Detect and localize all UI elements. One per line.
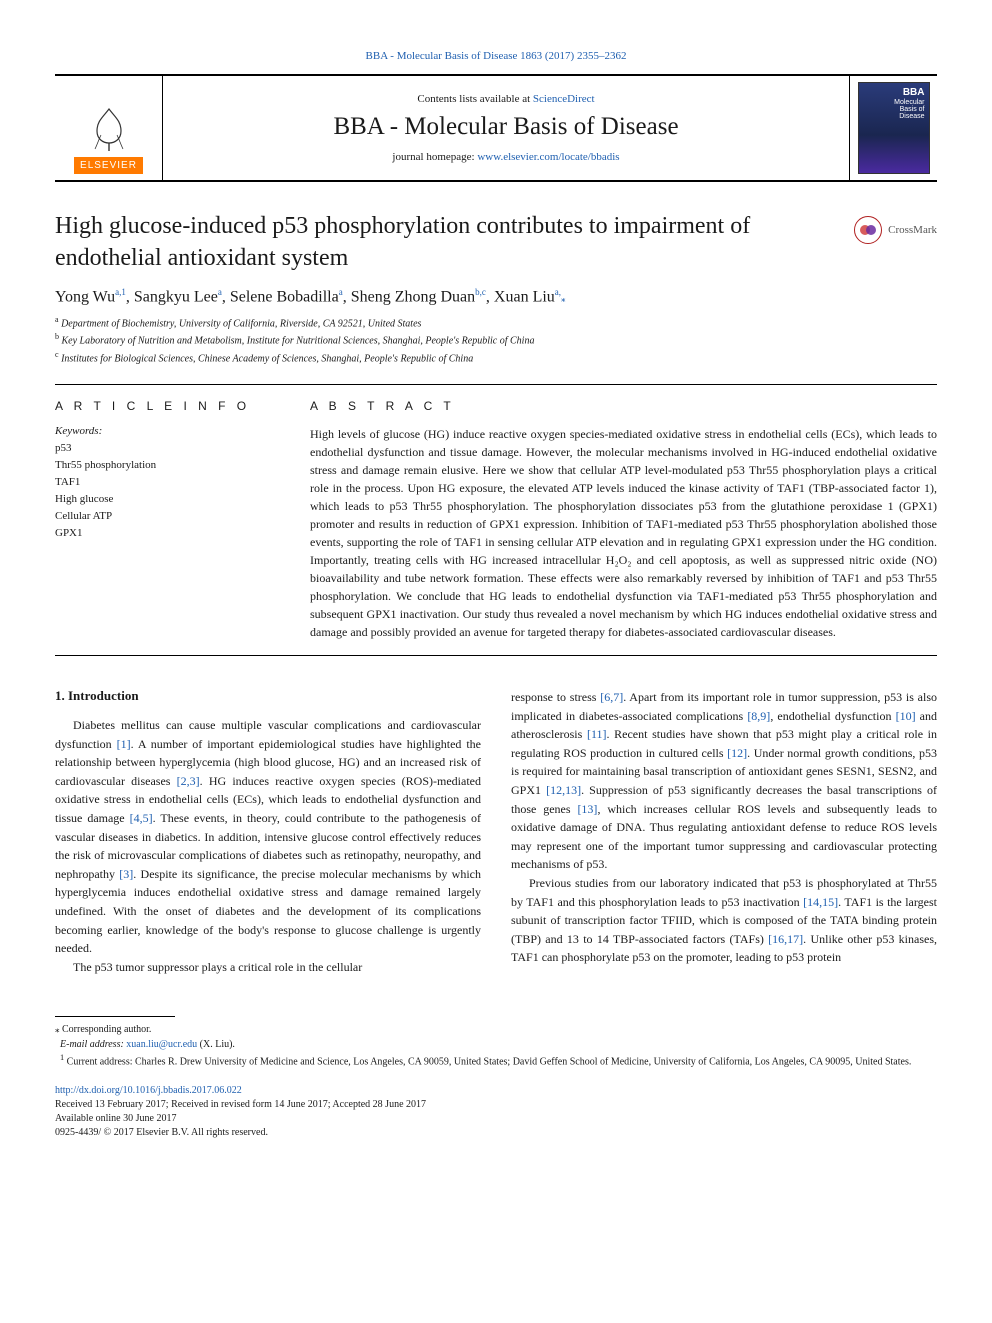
doi-link[interactable]: http://dx.doi.org/10.1016/j.bbadis.2017.…	[55, 1085, 242, 1096]
section-1-heading: 1. Introduction	[55, 688, 481, 704]
body-para-4: Previous studies from our laboratory ind…	[511, 874, 937, 967]
abstract-heading: A B S T R A C T	[310, 399, 937, 413]
homepage-prefix: journal homepage:	[392, 151, 477, 163]
online-line: Available online 30 June 2017	[55, 1112, 937, 1126]
journal-cover-thumbnail	[858, 82, 930, 174]
crossmark-label: CrossMark	[888, 224, 937, 236]
journal-citation: BBA - Molecular Basis of Disease 1863 (2…	[55, 50, 937, 62]
contents-line: Contents lists available at ScienceDirec…	[417, 93, 594, 105]
elsevier-tree-icon	[89, 105, 129, 153]
journal-header: ELSEVIER Contents lists available at Sci…	[55, 74, 937, 182]
body-para-2: The p53 tumor suppressor plays a critica…	[55, 958, 481, 977]
doi-block: http://dx.doi.org/10.1016/j.bbadis.2017.…	[55, 1084, 937, 1140]
authors-line: Yong Wua,1, Sangkyu Leea, Selene Bobadil…	[55, 287, 937, 306]
article-title: High glucose-induced p53 phosphorylation…	[55, 210, 854, 275]
cover-thumbnail-box	[849, 76, 937, 180]
abstract-col: A B S T R A C T High levels of glucose (…	[290, 385, 937, 655]
article-info-block: A R T I C L E I N F O Keywords: p53Thr55…	[55, 384, 937, 656]
keywords-label: Keywords:	[55, 425, 270, 437]
footnotes: ⁎ Corresponding author. E-mail address: …	[55, 1023, 937, 1070]
body-para-3: response to stress [6,7]. Apart from its…	[511, 688, 937, 874]
homepage-link[interactable]: www.elsevier.com/locate/bbadis	[477, 151, 619, 163]
body-columns: 1. Introduction Diabetes mellitus can ca…	[55, 688, 937, 976]
homepage-line: journal homepage: www.elsevier.com/locat…	[392, 151, 619, 163]
email-note: E-mail address: xuan.liu@ucr.edu (X. Liu…	[55, 1038, 937, 1053]
abstract-text: High levels of glucose (HG) induce react…	[310, 425, 937, 641]
journal-name: BBA - Molecular Basis of Disease	[333, 113, 678, 141]
contents-prefix: Contents lists available at	[417, 93, 532, 105]
crossmark-icon	[854, 216, 882, 244]
header-center: Contents lists available at ScienceDirec…	[163, 76, 849, 180]
sciencedirect-link[interactable]: ScienceDirect	[533, 93, 595, 105]
corresponding-note: ⁎ Corresponding author.	[55, 1023, 937, 1038]
email-link[interactable]: xuan.liu@ucr.edu	[126, 1039, 197, 1050]
current-address-note: 1 Current address: Charles R. Drew Unive…	[55, 1052, 937, 1070]
article-info-heading: A R T I C L E I N F O	[55, 399, 270, 413]
footnote-separator	[55, 1016, 175, 1017]
keywords-list: p53Thr55 phosphorylationTAF1High glucose…	[55, 440, 270, 542]
copyright-line: 0925-4439/ © 2017 Elsevier B.V. All righ…	[55, 1126, 937, 1140]
article-info-col: A R T I C L E I N F O Keywords: p53Thr55…	[55, 385, 290, 655]
received-line: Received 13 February 2017; Received in r…	[55, 1098, 937, 1112]
crossmark-widget[interactable]: CrossMark	[854, 216, 937, 244]
body-para-1: Diabetes mellitus can cause multiple vas…	[55, 716, 481, 958]
elsevier-wordmark: ELSEVIER	[74, 157, 143, 174]
publisher-logo-box: ELSEVIER	[55, 76, 163, 180]
affiliations: a Department of Biochemistry, University…	[55, 314, 937, 366]
